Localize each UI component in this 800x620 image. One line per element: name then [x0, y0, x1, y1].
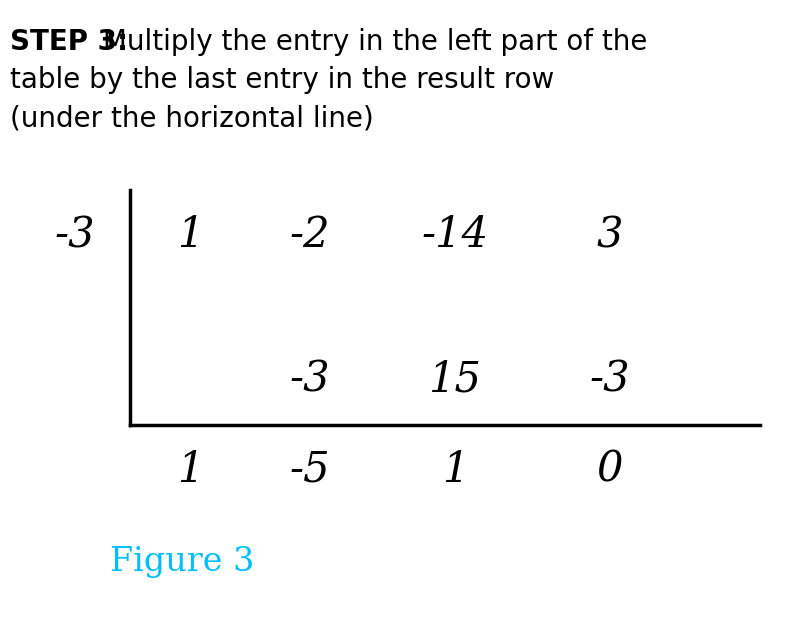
Text: 3: 3 [597, 214, 623, 256]
Text: 15: 15 [429, 359, 482, 401]
Text: (under the horizontal line): (under the horizontal line) [10, 105, 374, 133]
Text: 1: 1 [177, 214, 203, 256]
Text: 1: 1 [442, 449, 468, 491]
Text: -2: -2 [290, 214, 330, 256]
Text: -3: -3 [290, 359, 330, 401]
Text: 1: 1 [177, 449, 203, 491]
Text: table by the last entry in the result row: table by the last entry in the result ro… [10, 66, 554, 94]
Text: 0: 0 [597, 449, 623, 491]
Text: -3: -3 [54, 214, 95, 256]
Text: -5: -5 [290, 449, 330, 491]
Text: Figure 3: Figure 3 [110, 546, 254, 578]
Text: -14: -14 [422, 214, 489, 256]
Text: Multiply the entry in the left part of the: Multiply the entry in the left part of t… [94, 28, 648, 56]
Text: STEP 3:: STEP 3: [10, 28, 129, 56]
Text: -3: -3 [590, 359, 630, 401]
